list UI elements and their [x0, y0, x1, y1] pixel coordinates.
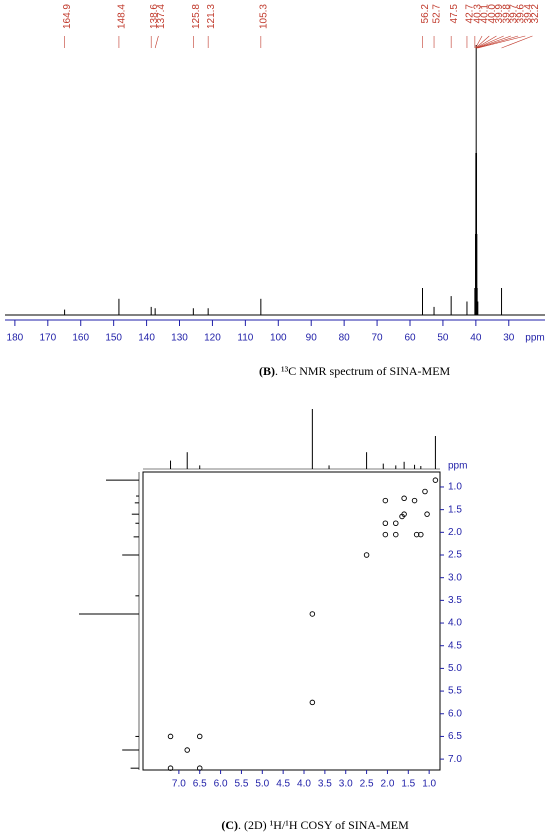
x-axis-label: ppm: [525, 333, 544, 344]
y-tick-label: 2.5: [448, 550, 462, 561]
x-tick-label: 50: [437, 333, 449, 344]
x-tick-label: 100: [270, 333, 287, 344]
x-tick-label: 160: [72, 333, 89, 344]
y-tick-label: 5.5: [448, 686, 462, 697]
peak-label: 47.5: [449, 4, 460, 24]
cross-peak: [382, 531, 389, 538]
peak-label: 39.8: [501, 4, 512, 24]
x-tick-label: 110: [237, 333, 253, 344]
caption: . (2D) ¹H/¹H COSY of SINA-MEM: [238, 818, 409, 832]
peak-label: 39.9: [494, 4, 505, 24]
x-tick-label: 1.5: [401, 779, 415, 790]
y-tick-label: 3.5: [448, 595, 462, 606]
x-tick-label: 60: [404, 333, 416, 344]
cross-peak: [393, 531, 399, 538]
peak-label: 125.8: [191, 4, 202, 29]
peak-label: 39.4: [523, 4, 534, 24]
y-tick-label: 4.5: [448, 640, 462, 651]
y-tick-label: 7.0: [448, 754, 462, 765]
peak-label: 137.4: [156, 4, 167, 29]
x-tick-label: 3.0: [339, 779, 353, 790]
peak-label: 138.6: [149, 4, 160, 29]
cross-peak: [196, 733, 203, 740]
peak-label: 148.4: [117, 4, 128, 29]
peak-label: 42.7: [465, 4, 476, 24]
y-tick-label: 5.0: [448, 663, 462, 674]
x-tick-label: 170: [39, 333, 56, 344]
caption-label: (C): [221, 818, 238, 832]
y-tick-label: 3.0: [448, 572, 462, 583]
caption: . ¹³C NMR spectrum of SINA-MEM: [275, 364, 451, 378]
peak-label: 39.7: [509, 4, 520, 24]
x-tick-label: 40: [470, 333, 482, 344]
peak-label: 40.0: [487, 4, 498, 24]
cross-peak: [167, 765, 174, 771]
x-tick-label: 5.0: [255, 779, 269, 790]
x-tick-label: 2.5: [360, 779, 374, 790]
cross-peak: [432, 477, 439, 483]
x-tick-label: 4.5: [276, 779, 290, 790]
x-tick-label: 7.0: [172, 779, 186, 790]
x-tick-label: 70: [372, 333, 384, 344]
x-tick-label: 6.5: [193, 779, 207, 790]
cross-peak: [309, 611, 316, 617]
leader-line: [477, 35, 519, 49]
x-tick-label: 5.5: [234, 779, 248, 790]
y-tick-label: 6.0: [448, 708, 462, 719]
cross-peak: [363, 552, 370, 558]
cross-peak: [422, 488, 428, 495]
x-tick-label: 3.5: [318, 779, 332, 790]
x-tick-label: 6.0: [214, 779, 228, 790]
cross-peak: [167, 733, 174, 740]
cross-peak: [418, 531, 424, 538]
cosy-frame: [142, 471, 441, 771]
peak-label: 105.3: [258, 4, 269, 29]
axis-label: ppm: [448, 461, 467, 472]
peak-label: 121.3: [206, 4, 217, 29]
x-tick-label: 1.0: [422, 779, 436, 790]
cross-peak: [401, 495, 407, 502]
peak-label: 40.3: [473, 4, 484, 24]
leader-line: [476, 35, 497, 49]
leader-line: [154, 35, 159, 49]
x-tick-label: 80: [339, 333, 351, 344]
x-tick-label: 90: [306, 333, 318, 344]
cross-peak: [309, 699, 316, 706]
y-tick-label: 2.0: [448, 527, 462, 538]
peak-label: 39.6: [516, 4, 527, 24]
cross-peak: [184, 747, 190, 753]
leader-line: [476, 35, 504, 49]
leader-line: [477, 35, 526, 49]
leader-line: [475, 35, 490, 49]
cross-peak: [411, 497, 418, 504]
y-tick-label: 6.5: [448, 731, 462, 742]
cross-peak: [393, 520, 399, 527]
x-tick-label: 2.0: [380, 779, 394, 790]
leader-line: [501, 35, 533, 49]
leader-line: [475, 35, 483, 49]
peak-label: 40.1: [480, 4, 491, 24]
x-tick-label: 150: [105, 333, 122, 344]
cross-peak: [382, 520, 389, 527]
x-tick-label: 140: [138, 333, 155, 344]
y-tick-label: 4.0: [448, 618, 462, 629]
x-tick-label: 180: [7, 333, 24, 344]
peak-label: 56.2: [420, 4, 431, 24]
leader-line: [476, 35, 511, 49]
x-tick-label: 130: [171, 333, 188, 344]
cross-peak: [401, 511, 407, 517]
peak-label: 32.2: [530, 4, 541, 24]
x-tick-label: 30: [503, 333, 515, 344]
caption-label: (B): [259, 364, 275, 378]
x-tick-label: 120: [204, 333, 221, 344]
cross-peak: [424, 511, 430, 517]
peak-label: 52.7: [432, 4, 443, 24]
cross-peak: [382, 497, 389, 504]
y-tick-label: 1.5: [448, 504, 462, 515]
x-tick-label: 4.0: [297, 779, 311, 790]
y-tick-label: 1.0: [448, 482, 462, 493]
peak-label: 164.9: [62, 4, 73, 29]
